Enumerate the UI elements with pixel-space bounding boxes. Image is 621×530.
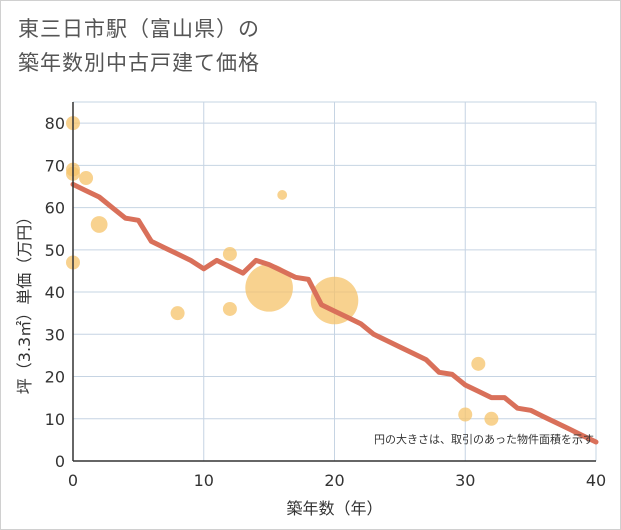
bubble-11 [310, 276, 359, 325]
axes [72, 102, 596, 462]
y-tick-label-50: 50 [45, 241, 65, 260]
bubble-13 [471, 356, 486, 371]
chart-title: 東三日市駅（富山県）の 築年数別中古戸建て価格 [18, 12, 260, 80]
bubble-5 [90, 216, 108, 233]
x-tick-label-30: 30 [455, 471, 475, 490]
bubble-14 [484, 411, 499, 426]
bubble-12 [458, 407, 473, 422]
tick-labels: 0 10 20 30 40 50 60 70 80 0 10 20 30 40 [45, 114, 607, 490]
bubble-9 [245, 264, 293, 312]
y-tick-label-80: 80 [45, 114, 65, 133]
x-tick-label-10: 10 [194, 471, 214, 490]
title-line-2: 築年数別中古戸建て価格 [18, 51, 260, 75]
size-note: 円の大きさは、取引のあった物件面積を示す [374, 432, 594, 446]
y-tick-label-60: 60 [45, 199, 65, 218]
x-axis-title: 築年数（年） [286, 499, 382, 518]
bubble-series [66, 116, 499, 426]
y-tick-label-40: 40 [45, 283, 65, 302]
y-tick-label-0: 0 [55, 452, 65, 471]
x-tick-label-0: 0 [68, 471, 78, 490]
y-axis-title: 坪（3.3㎡）単価（万円） [15, 209, 34, 394]
x-tick-label-40: 40 [586, 471, 606, 490]
trend-series [70, 181, 599, 445]
bubble-7 [222, 247, 237, 262]
y-tick-label-70: 70 [45, 156, 65, 175]
y-tick-label-30: 30 [45, 325, 65, 344]
x-tick-label-20: 20 [324, 471, 344, 490]
bubble-6 [170, 306, 185, 321]
bubble-8 [222, 301, 237, 316]
bubble-4 [79, 171, 94, 186]
y-tick-label-10: 10 [45, 410, 65, 429]
y-tick-label-20: 20 [45, 368, 65, 387]
title-line-1: 東三日市駅（富山県）の [18, 17, 260, 41]
trend-line [70, 181, 599, 445]
bubble-10 [277, 190, 288, 200]
